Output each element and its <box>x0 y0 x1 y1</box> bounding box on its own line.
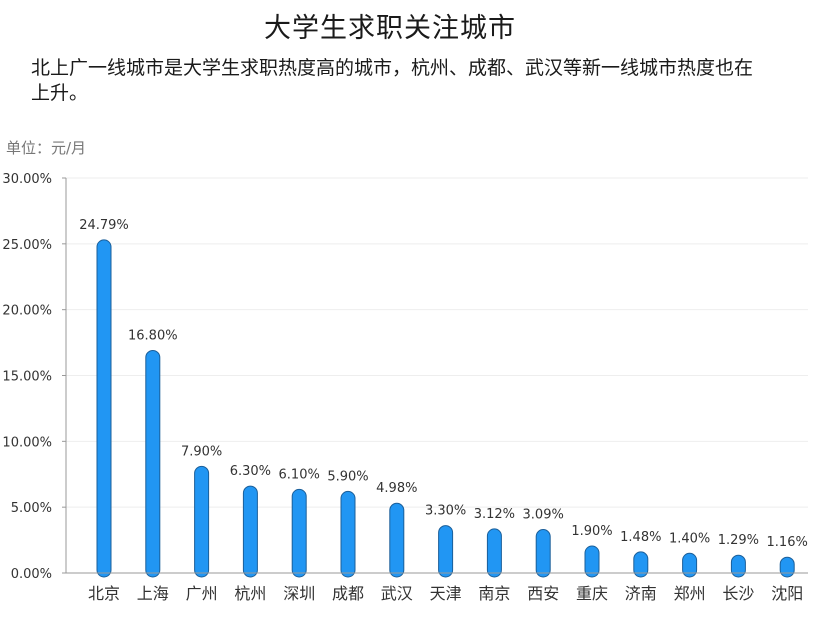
bar <box>633 551 649 578</box>
data-label: 3.30% <box>425 504 466 519</box>
bar <box>438 525 454 578</box>
x-tick-label: 杭州 <box>234 584 266 603</box>
data-label: 1.29% <box>718 533 759 548</box>
y-tick-label: 5.00% <box>11 501 52 516</box>
data-label: 1.48% <box>620 530 661 545</box>
x-tick-label: 成都 <box>332 584 364 603</box>
bar <box>730 554 746 578</box>
bar <box>584 545 600 578</box>
data-label: 1.16% <box>767 535 808 550</box>
x-tick-label: 郑州 <box>674 584 706 603</box>
y-tick-label: 25.00% <box>2 238 52 253</box>
bar <box>389 502 405 578</box>
chart-title: 大学生求职关注城市 <box>264 13 516 44</box>
x-tick-label: 广州 <box>186 584 218 603</box>
x-tick-label: 沈阳 <box>771 584 803 603</box>
data-label: 24.79% <box>79 218 129 233</box>
x-tick-label: 重庆 <box>576 584 608 603</box>
data-label: 1.90% <box>571 524 612 539</box>
unit-label: 单位：元/月 <box>6 139 87 157</box>
data-label: 5.90% <box>327 469 368 484</box>
y-tick-label: 15.00% <box>2 370 52 385</box>
x-tick-label: 南京 <box>478 584 510 603</box>
data-label: 7.90% <box>181 444 222 459</box>
data-label: 6.10% <box>279 467 320 482</box>
bar <box>779 556 795 578</box>
bar <box>535 529 551 578</box>
x-tick-label: 长沙 <box>722 584 754 603</box>
x-tick-label: 北京 <box>88 584 120 603</box>
data-label: 3.09% <box>523 508 564 523</box>
x-tick-label: 济南 <box>625 584 657 603</box>
bar <box>340 490 356 578</box>
y-tick-label: 20.00% <box>2 304 52 319</box>
bar <box>486 528 502 578</box>
data-label: 16.80% <box>128 328 178 343</box>
bar <box>145 349 161 578</box>
bar <box>96 239 112 578</box>
bar <box>682 552 698 578</box>
data-label: 1.40% <box>669 531 710 546</box>
data-label: 3.12% <box>474 507 515 522</box>
x-tick-label: 天津 <box>430 584 462 603</box>
bar <box>194 465 210 578</box>
y-tick-label: 0.00% <box>11 567 52 582</box>
x-tick-label: 深圳 <box>283 584 315 603</box>
x-tick-label: 上海 <box>137 584 169 603</box>
data-label: 4.98% <box>376 481 417 496</box>
y-tick-label: 30.00% <box>2 172 52 187</box>
x-tick-label: 武汉 <box>381 584 413 603</box>
bar <box>291 488 307 578</box>
y-tick-label: 10.00% <box>2 435 52 450</box>
bar <box>242 485 258 578</box>
data-label: 6.30% <box>230 464 271 479</box>
chart-subtitle: 北上广一线城市是大学生求职热度高的城市，杭州、成都、武汉等新一线城市热度也在上升… <box>31 57 754 104</box>
x-tick-label: 西安 <box>527 584 559 603</box>
